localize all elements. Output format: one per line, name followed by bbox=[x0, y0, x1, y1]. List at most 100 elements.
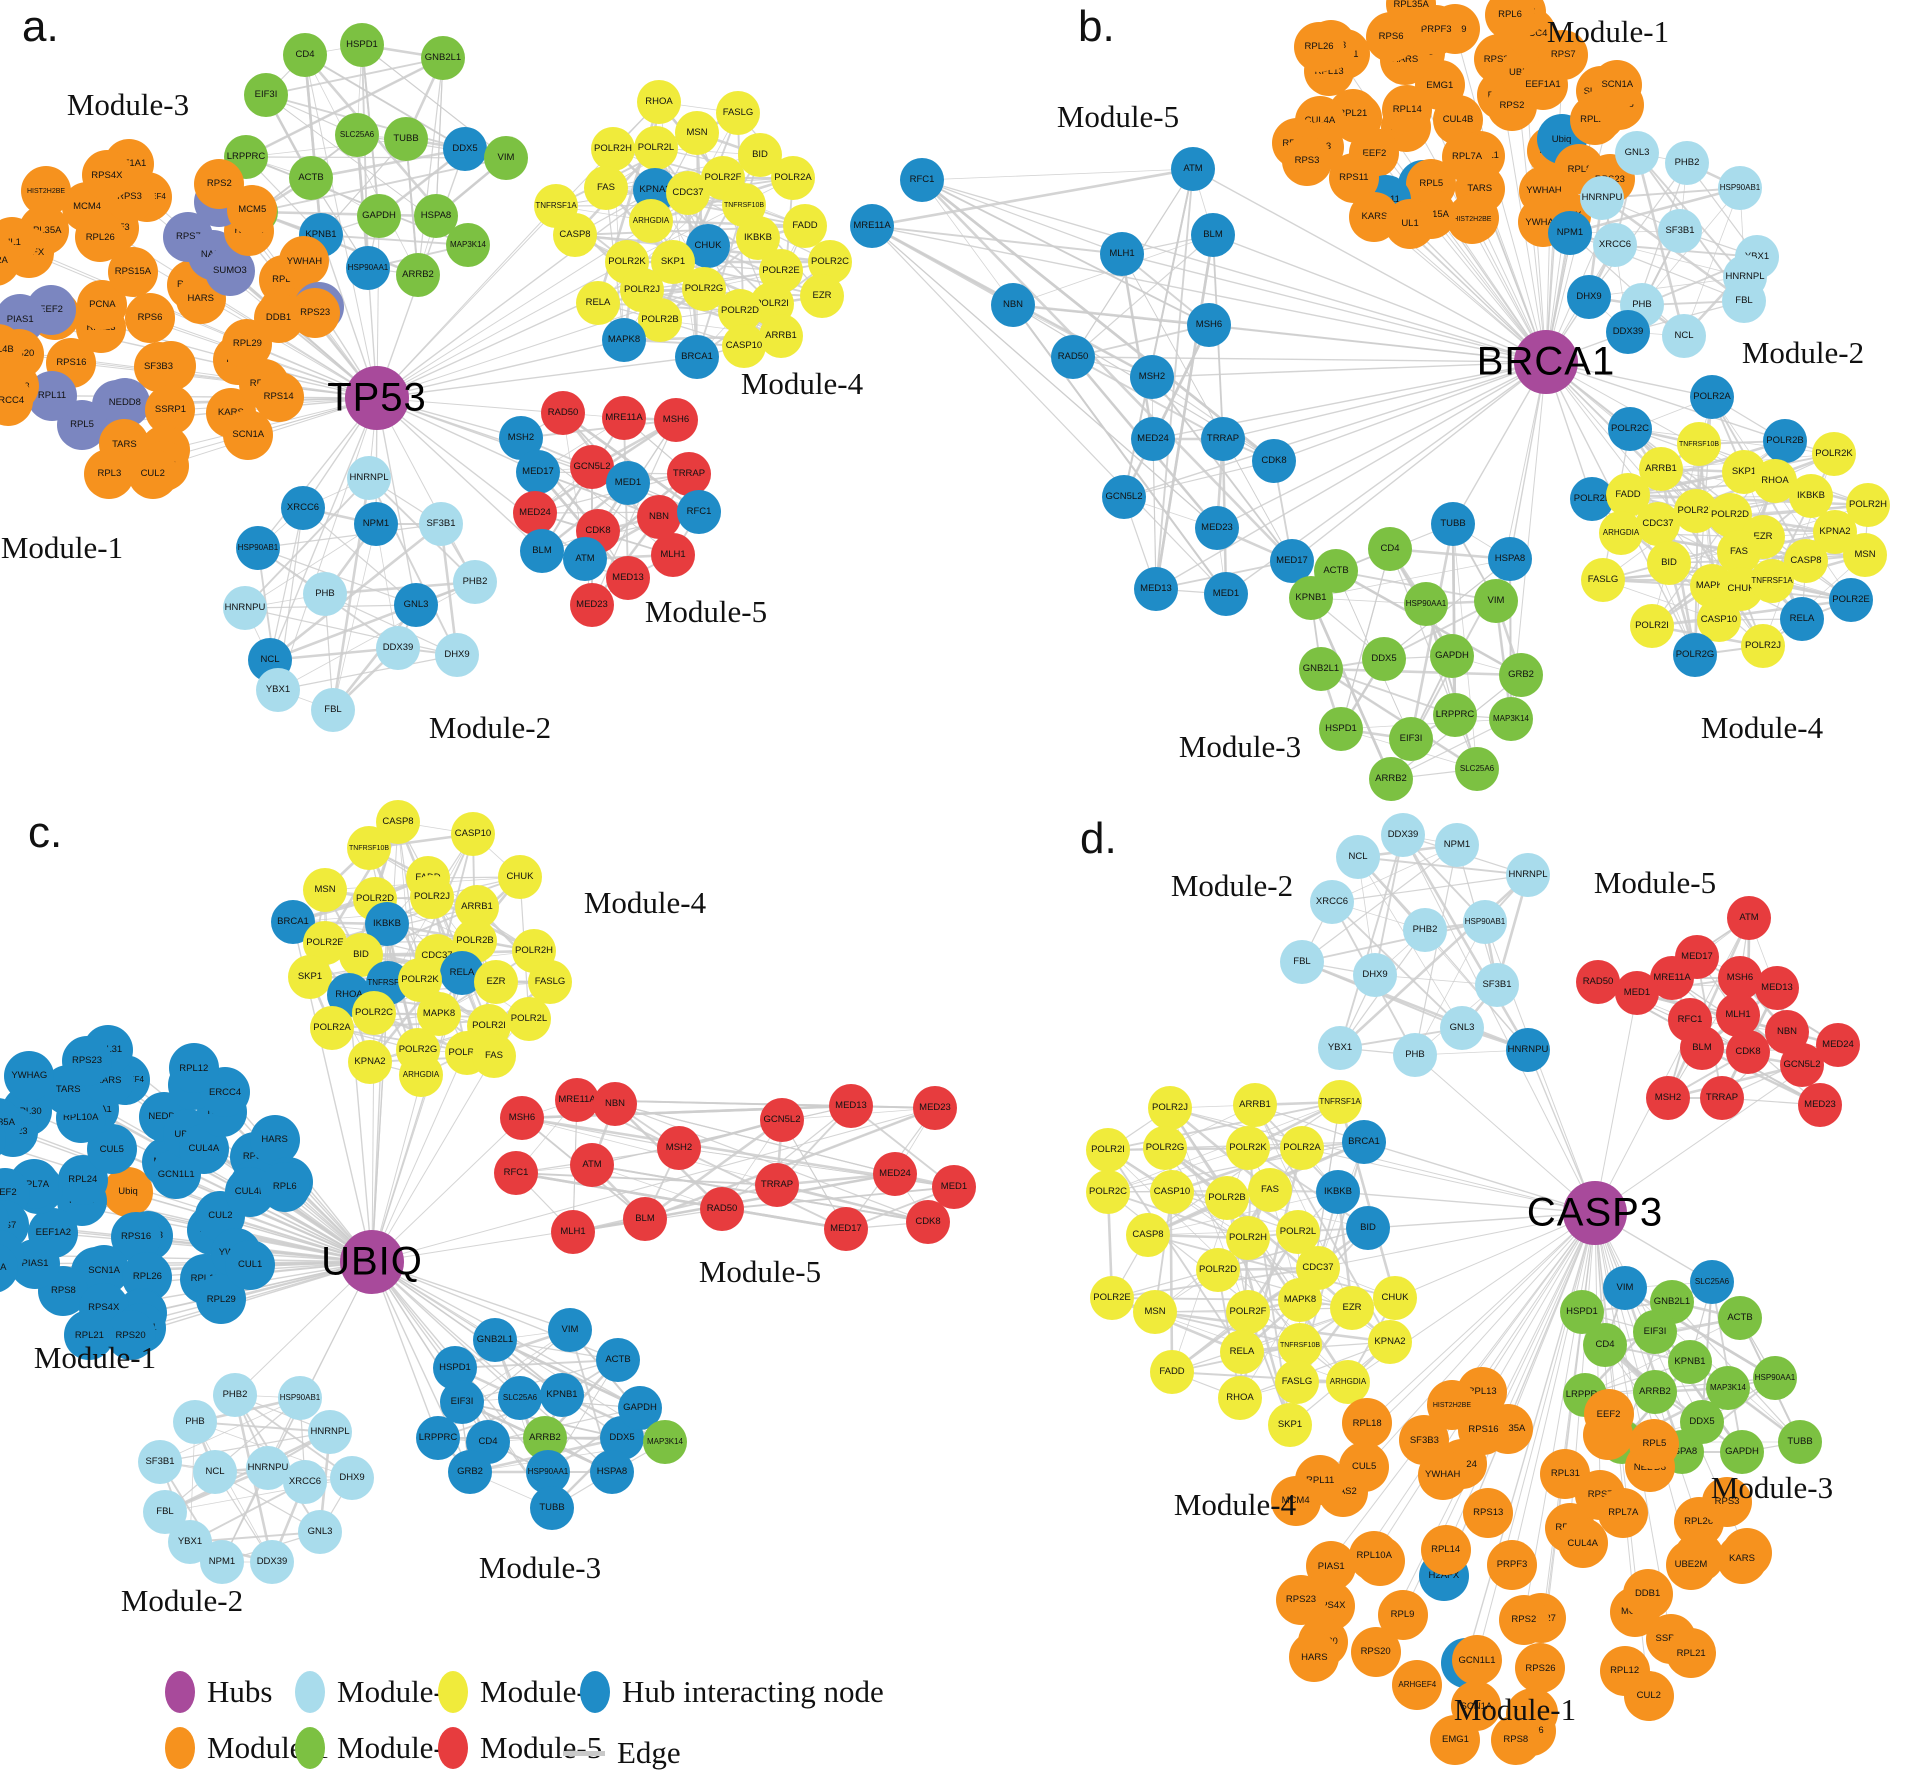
node-msn[interactable]: MSN bbox=[1133, 1290, 1177, 1334]
node-rhoa[interactable]: RHOA bbox=[1218, 1376, 1262, 1420]
node-kpna2[interactable]: KPNA2 bbox=[1368, 1320, 1412, 1364]
node-sf3b1[interactable]: SF3B1 bbox=[1475, 963, 1519, 1007]
node-med13[interactable]: MED13 bbox=[1134, 567, 1178, 611]
node-gnl3[interactable]: GNL3 bbox=[394, 583, 438, 627]
node-hist2h2be[interactable]: HIST2H2BE bbox=[1426, 1380, 1477, 1431]
node-ezr[interactable]: EZR bbox=[1330, 1286, 1374, 1330]
node-rps6[interactable]: RPS6 bbox=[0, 1114, 6, 1165]
node-dhx9[interactable]: DHX9 bbox=[435, 633, 479, 677]
node-hnrnpu[interactable]: HNRNPU bbox=[223, 586, 267, 630]
node-rad50[interactable]: RAD50 bbox=[541, 391, 585, 435]
node-med23[interactable]: MED23 bbox=[1798, 1083, 1842, 1127]
node-trrap[interactable]: TRRAP bbox=[1201, 417, 1245, 461]
node-atm[interactable]: ATM bbox=[1727, 896, 1771, 940]
node-arrb2[interactable]: ARRB2 bbox=[396, 253, 440, 297]
node-med1[interactable]: MED1 bbox=[1615, 971, 1659, 1015]
node-rps6[interactable]: RPS6 bbox=[125, 293, 175, 343]
node-polr2l[interactable]: POLR2L bbox=[507, 997, 551, 1041]
node-grb2[interactable]: GRB2 bbox=[1499, 653, 1543, 697]
node-sf3b3[interactable]: SF3B3 bbox=[133, 342, 184, 393]
node-msh6[interactable]: MSH6 bbox=[654, 398, 698, 442]
node-tnfrsf1a[interactable]: TNFRSF1A bbox=[1750, 559, 1794, 603]
node-xrcc6[interactable]: XRCC6 bbox=[1310, 880, 1354, 924]
node-hnrnpu[interactable]: HNRNPU bbox=[1580, 176, 1624, 220]
node-ddx39[interactable]: DDX39 bbox=[376, 626, 420, 670]
node-arhgdia[interactable]: ARHGDIA bbox=[1599, 511, 1643, 555]
node-ddb1[interactable]: DDB1 bbox=[1622, 1569, 1673, 1620]
node-rela[interactable]: RELA bbox=[1780, 597, 1824, 641]
node-hist2h2be[interactable]: HIST2H2BE bbox=[21, 166, 71, 217]
node-hsp90aa1[interactable]: HSP90AA1 bbox=[1404, 582, 1448, 626]
node-hspd1[interactable]: HSPD1 bbox=[1319, 707, 1363, 751]
node-hsp90ab1[interactable]: HSP90AB1 bbox=[1463, 900, 1507, 944]
node-rps2[interactable]: RPS2 bbox=[194, 158, 245, 209]
node-gnb2l1[interactable]: GNB2L1 bbox=[473, 1318, 517, 1362]
node-kpnb1[interactable]: KPNB1 bbox=[1668, 1340, 1712, 1384]
node-ubiq[interactable]: Ubiq bbox=[103, 1167, 153, 1217]
node-polr2f[interactable]: POLR2F bbox=[1226, 1290, 1270, 1334]
node-rpl21[interactable]: RPL21 bbox=[64, 1310, 115, 1361]
node-ddx39[interactable]: DDX39 bbox=[1381, 813, 1425, 857]
node-gcn5l2[interactable]: GCN5L2 bbox=[1780, 1043, 1824, 1087]
node-arhgdia[interactable]: ARHGDIA bbox=[629, 199, 673, 243]
node-hsp90aa1[interactable]: HSP90AA1 bbox=[1753, 1356, 1797, 1400]
node-brca1[interactable]: BRCA1 bbox=[675, 335, 719, 379]
node-skp1[interactable]: SKP1 bbox=[288, 955, 332, 999]
node-nbn[interactable]: NBN bbox=[593, 1082, 637, 1126]
node-fbl[interactable]: FBL bbox=[1280, 940, 1324, 984]
node-slc25a6[interactable]: SLC25A6 bbox=[1455, 747, 1499, 791]
node-faslg[interactable]: FASLG bbox=[528, 960, 572, 1004]
node-fbl[interactable]: FBL bbox=[311, 688, 355, 732]
node-gapdh[interactable]: GAPDH bbox=[618, 1386, 662, 1430]
node-fas[interactable]: FAS bbox=[472, 1034, 516, 1078]
node-hsp90ab1[interactable]: HSP90AB1 bbox=[278, 1376, 322, 1420]
node-vim[interactable]: VIM bbox=[1603, 1266, 1647, 1310]
node-slc25a6[interactable]: SLC25A6 bbox=[498, 1376, 542, 1420]
node-gnl3[interactable]: GNL3 bbox=[1440, 1006, 1484, 1050]
node-blm[interactable]: BLM bbox=[623, 1197, 667, 1241]
node-phb2[interactable]: PHB2 bbox=[1665, 141, 1709, 185]
node-rpl7a[interactable]: RPL7A bbox=[1598, 1487, 1649, 1538]
node-cdk8[interactable]: CDK8 bbox=[1252, 439, 1296, 483]
node-gapdh[interactable]: GAPDH bbox=[1720, 1430, 1764, 1474]
node-atm[interactable]: ATM bbox=[1171, 147, 1215, 191]
node-ncl[interactable]: NCL bbox=[1336, 835, 1380, 879]
node-polr2e[interactable]: POLR2E bbox=[1829, 578, 1873, 622]
node-tubb[interactable]: TUBB bbox=[1431, 502, 1475, 546]
node-xrcc6[interactable]: XRCC6 bbox=[1593, 223, 1637, 267]
node-arrb2[interactable]: ARRB2 bbox=[1633, 1370, 1677, 1414]
node-casp8[interactable]: CASP8 bbox=[553, 213, 597, 257]
node-rad50[interactable]: RAD50 bbox=[700, 1187, 744, 1231]
node-fas[interactable]: FAS bbox=[584, 166, 628, 210]
node-tubb[interactable]: TUBB bbox=[530, 1486, 574, 1530]
node-msn[interactable]: MSN bbox=[303, 868, 347, 912]
node-mlh1[interactable]: MLH1 bbox=[551, 1210, 595, 1254]
node-map3k14[interactable]: MAP3K14 bbox=[643, 1420, 687, 1464]
node-arhgef4[interactable]: ARHGEF4 bbox=[1392, 1660, 1443, 1711]
node-grb2[interactable]: GRB2 bbox=[448, 1450, 492, 1494]
node-mlh1[interactable]: MLH1 bbox=[1100, 232, 1144, 276]
node-polr2a[interactable]: POLR2A bbox=[1690, 375, 1734, 419]
node-gnb2l1[interactable]: GNB2L1 bbox=[421, 36, 465, 80]
node-rpl35a[interactable]: RPL35A bbox=[0, 1097, 23, 1148]
node-faslg[interactable]: FASLG bbox=[1581, 558, 1625, 602]
hub-node-brca1[interactable] bbox=[1514, 330, 1578, 394]
node-med23[interactable]: MED23 bbox=[1195, 506, 1239, 550]
node-phb2[interactable]: PHB2 bbox=[453, 560, 497, 604]
node-cd4[interactable]: CD4 bbox=[1583, 1323, 1627, 1367]
node-eif3i[interactable]: EIF3I bbox=[1389, 717, 1433, 761]
node-hsp90aa1[interactable]: HSP90AA1 bbox=[346, 246, 390, 290]
node-phb[interactable]: PHB bbox=[173, 1400, 217, 1444]
node-polr2c[interactable]: POLR2C bbox=[1086, 1170, 1130, 1214]
node-cul2[interactable]: CUL2 bbox=[1623, 1670, 1674, 1721]
node-kars[interactable]: KARS bbox=[1716, 1534, 1767, 1585]
node-rela[interactable]: RELA bbox=[1220, 1330, 1264, 1374]
node-rps13[interactable]: RPS13 bbox=[1463, 1488, 1514, 1539]
node-sf3b1[interactable]: SF3B1 bbox=[419, 502, 463, 546]
node-dhx9[interactable]: DHX9 bbox=[1567, 275, 1611, 319]
node-gcn1l1[interactable]: GCN1L1 bbox=[151, 1149, 202, 1200]
hub-node-tp53[interactable] bbox=[345, 366, 409, 430]
node-polr2e[interactable]: POLR2E bbox=[1090, 1276, 1134, 1320]
node-polr2b[interactable]: POLR2B bbox=[1205, 1176, 1249, 1220]
node-mre11a[interactable]: MRE11A bbox=[555, 1078, 599, 1122]
